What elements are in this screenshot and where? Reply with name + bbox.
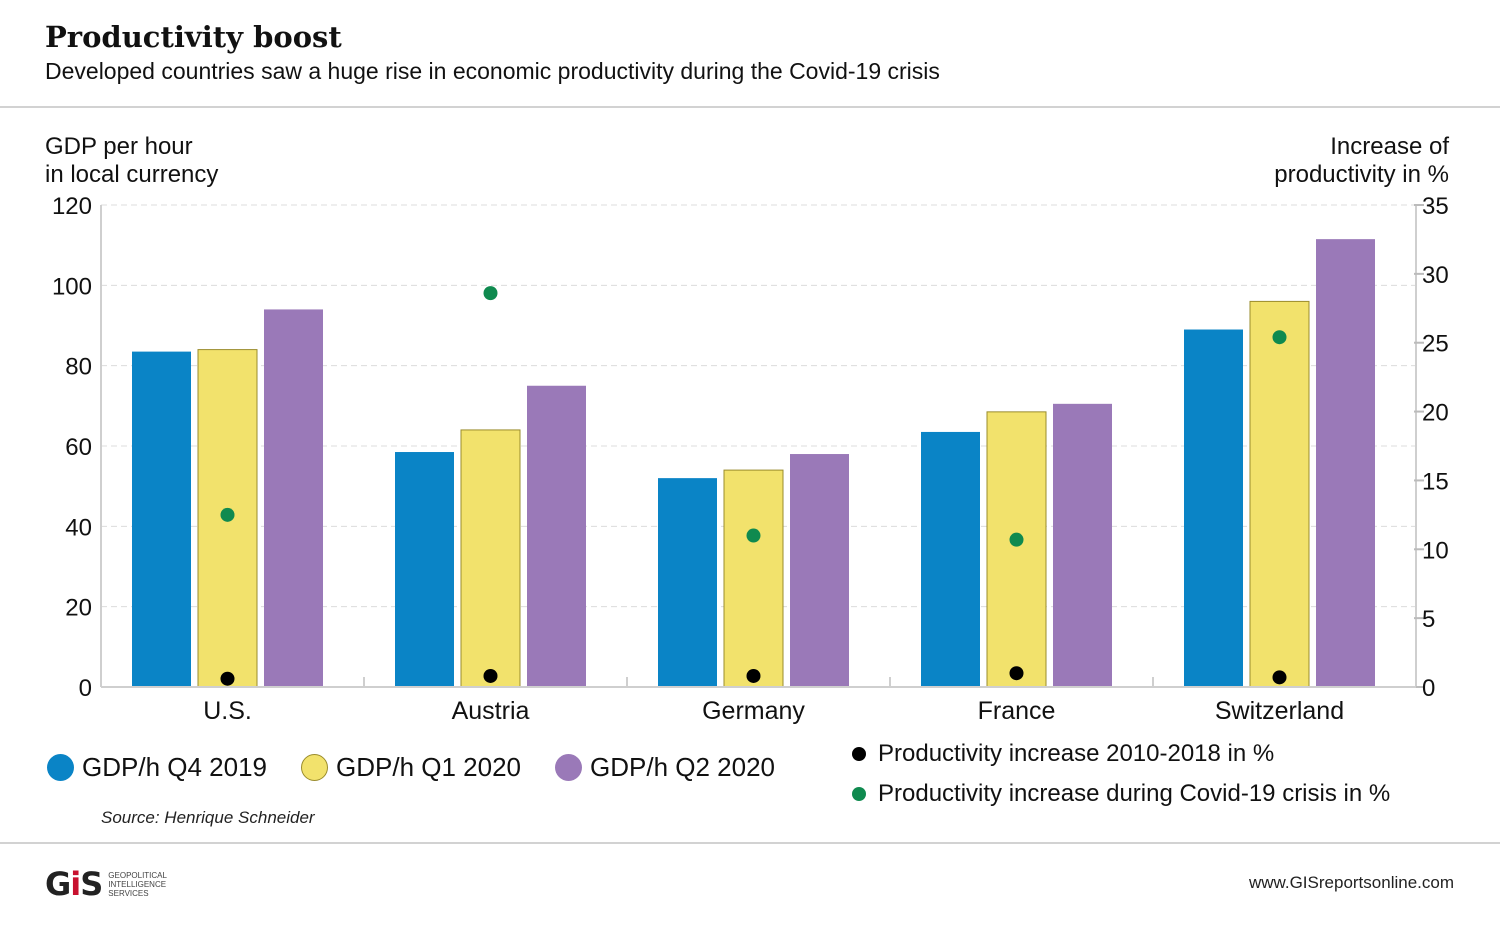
gis-logo-mark: GiS [45,865,103,903]
chart-title: Productivity boost [45,20,342,54]
gis-logo: GiS GEOPOLITICAL INTELLIGENCE SERVICES [45,868,167,900]
dot-increase-2010-2018 [1272,670,1287,685]
dot-increase-2010-2018 [483,668,498,683]
legend-item-q4-2019: GDP/h Q4 2019 [47,752,267,783]
legend-label-q1-2020: GDP/h Q1 2020 [336,752,521,782]
bar-austria-0 [395,452,454,687]
legend-item-q2-2020: GDP/h Q2 2020 [555,752,775,783]
left-axis-label-line1: GDP per hour [45,133,193,160]
dot-increase-2010-2018 [746,668,761,683]
bar-switzerland-2 [1316,239,1375,687]
footer-divider [0,842,1500,844]
legend-dot-black [852,747,866,761]
bar-france-1 [986,411,1047,688]
header-divider [0,106,1500,108]
category-label: Switzerland [1215,697,1344,725]
dot-increase-covid [746,528,761,543]
right-tick-label: 20 [1422,400,1449,427]
dot-increase-2010-2018 [1009,666,1024,681]
left-tick-label: 100 [52,273,92,300]
legend-swatch-q4-2019 [47,754,74,781]
dot-increase-covid [483,286,498,301]
category-label: U.S. [203,697,252,725]
bar-switzerland-0 [1184,329,1243,687]
footer-url: www.GISreportsonline.com [1248,873,1454,892]
bar-us-2 [264,309,323,687]
dot-increase-covid [1009,532,1024,547]
right-tick-label: 10 [1422,537,1449,564]
dot-legend: Productivity increase 2010-2018 in % Pro… [852,734,1390,814]
category-label: Austria [452,697,530,725]
left-tick-label: 80 [65,354,92,381]
legend-label-increase-covid: Productivity increase during Covid-19 cr… [878,780,1391,807]
right-axis-label-line1: Increase of [1330,133,1449,160]
bar-us-0 [132,351,191,687]
right-tick-label: 35 [1422,193,1449,220]
right-tick-label: 25 [1422,331,1449,358]
dot-increase-covid [220,507,235,522]
category-label: Germany [702,697,805,725]
legend-swatch-q1-2020 [301,754,328,781]
bar-chart: 0 20 40 60 80 100 120 0 5 10 15 20 25 30 35 U.S. Austria… [52,193,1449,725]
left-axis-label-line2: in local currency [45,161,219,188]
gis-logo-text: GEOPOLITICAL INTELLIGENCE SERVICES [108,870,167,898]
category-label: France [978,697,1056,725]
right-tick-label: 0 [1422,675,1435,702]
right-tick-label: 5 [1422,606,1435,633]
legend-swatch-q2-2020 [555,754,582,781]
bar-germany-2 [790,454,849,687]
chart-subtitle: Developed countries saw a huge rise in e… [45,58,940,84]
source-note: Source: Henrique Schneider [101,808,315,827]
right-tick-label: 15 [1422,468,1449,495]
legend-item-increase-covid: Productivity increase during Covid-19 cr… [852,774,1390,814]
left-tick-label: 60 [65,434,92,461]
right-axis-label-line2: productivity in % [1274,161,1449,188]
left-axis-label: GDP per hour in local currency [45,133,218,189]
bar-germany-1 [723,469,784,688]
left-tick-label: 20 [65,595,92,622]
bar-switzerland-1 [1249,300,1310,688]
bar-france-0 [921,431,980,687]
left-tick-label: 40 [65,514,92,541]
bar-austria-2 [527,385,586,687]
legend-label-increase-2010-2018: Productivity increase 2010-2018 in % [878,740,1275,767]
bar-france-2 [1053,403,1112,687]
left-tick-label: 120 [52,193,92,220]
legend-label-q2-2020: GDP/h Q2 2020 [590,752,775,782]
bar-legend: GDP/h Q4 2019 GDP/h Q1 2020 GDP/h Q2 202… [47,752,809,783]
legend-label-q4-2019: GDP/h Q4 2019 [82,752,267,782]
bar-us-1 [197,349,258,688]
dot-increase-covid [1272,330,1287,345]
right-tick-label: 30 [1422,262,1449,289]
bar-germany-0 [658,478,717,687]
legend-item-q1-2020: GDP/h Q1 2020 [301,752,521,783]
bar-austria-1 [460,429,521,688]
dot-increase-2010-2018 [220,671,235,686]
legend-dot-green [852,787,866,801]
left-tick-label: 0 [79,675,92,702]
right-axis-label: Increase of productivity in % [1274,133,1449,189]
legend-item-increase-2010-2018: Productivity increase 2010-2018 in % [852,734,1390,774]
